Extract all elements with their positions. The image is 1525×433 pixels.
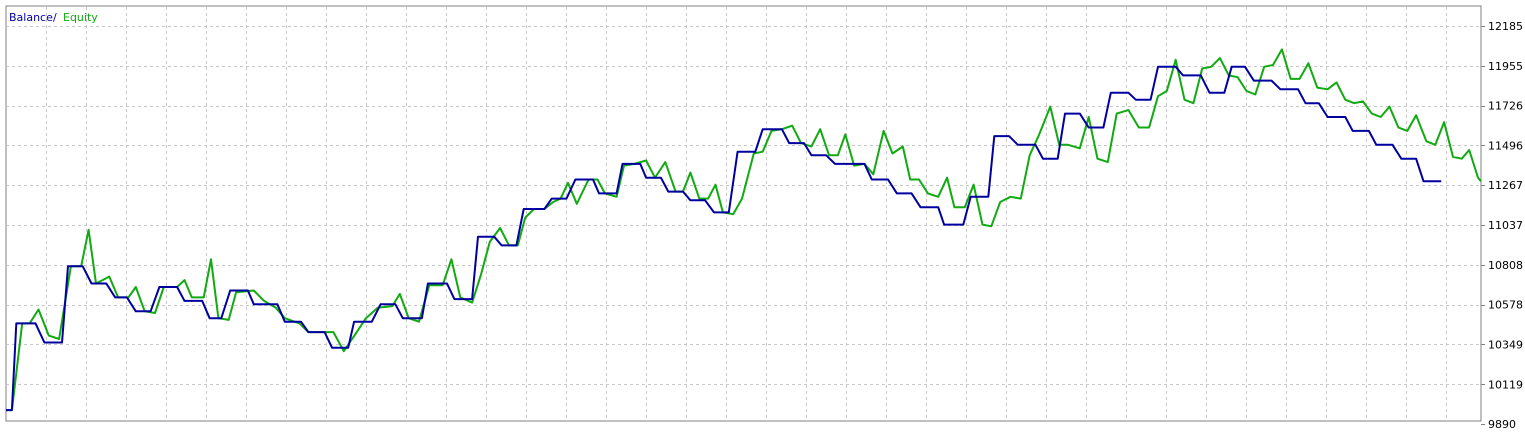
legend-separator: / — [53, 11, 57, 24]
y-tick-label: 10808 — [1488, 259, 1523, 272]
legend-equity: Equity — [63, 11, 98, 24]
y-tick-label: 10349 — [1488, 338, 1523, 351]
y-tick-label: 10578 — [1488, 299, 1523, 312]
balance-line — [6, 65, 1442, 412]
series — [6, 48, 1482, 412]
grid — [5, 5, 1482, 422]
legend: Balance / Equity — [9, 11, 98, 24]
y-tick-label: 10119 — [1488, 378, 1523, 391]
y-tick-label: 11037 — [1488, 219, 1523, 232]
plot-frame — [5, 5, 1482, 422]
y-tick-label: 11955 — [1488, 60, 1523, 73]
equity-line — [6, 48, 1482, 412]
y-tick-label: 11496 — [1488, 139, 1523, 152]
y-tick-label: 11267 — [1488, 179, 1523, 192]
y-tick-label: 11726 — [1488, 100, 1523, 113]
y-tick-label: 9890 — [1488, 418, 1516, 429]
y-tick-label: 12185 — [1488, 20, 1523, 33]
legend-balance: Balance — [9, 11, 53, 24]
y-axis: 12185 11955 11726 11496 11267 11037 10808 10578… — [1481, 20, 1523, 431]
